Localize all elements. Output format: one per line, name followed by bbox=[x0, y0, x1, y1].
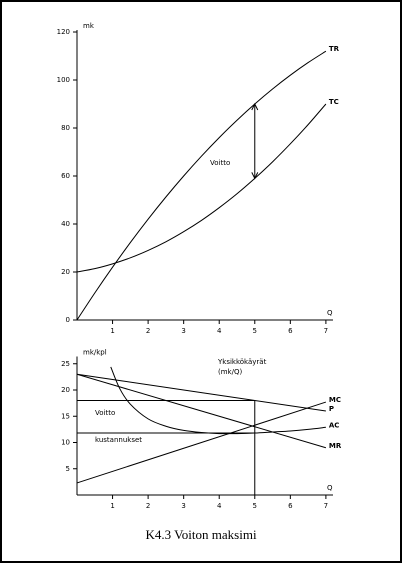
x-axis-label: Q bbox=[327, 309, 333, 317]
x-tick-label: 6 bbox=[288, 327, 293, 335]
y-tick-label: 120 bbox=[57, 28, 70, 36]
series-label: AC bbox=[329, 421, 340, 429]
x-tick-label: 7 bbox=[324, 327, 328, 335]
x-tick-label: 5 bbox=[253, 502, 257, 510]
y-tick-label: 5 bbox=[66, 465, 70, 473]
y-tick-label: 25 bbox=[61, 360, 70, 368]
y-tick-label: 15 bbox=[61, 412, 70, 420]
y-tick-label: 20 bbox=[61, 268, 70, 276]
y-axis-label: mk/kpl bbox=[83, 349, 107, 357]
x-tick-label: 2 bbox=[146, 502, 150, 510]
series-line bbox=[76, 103, 327, 273]
x-tick-label: 1 bbox=[110, 502, 114, 510]
x-tick-label: 7 bbox=[324, 502, 328, 510]
x-tick-label: 6 bbox=[288, 502, 293, 510]
annotation: Voitto bbox=[210, 159, 230, 167]
series-line bbox=[76, 50, 327, 321]
series-line bbox=[76, 401, 327, 484]
series-label: TR bbox=[329, 45, 340, 53]
x-axis-label: Q bbox=[327, 484, 333, 492]
series-label: MR bbox=[329, 442, 342, 450]
x-tick-label: 3 bbox=[181, 502, 185, 510]
annotation: Voitto bbox=[95, 409, 115, 417]
y-tick-label: 60 bbox=[61, 172, 70, 180]
x-tick-label: 3 bbox=[181, 327, 185, 335]
annotation: (mk/Q) bbox=[218, 368, 242, 376]
x-tick-label: 4 bbox=[217, 327, 222, 335]
y-tick-label: 20 bbox=[61, 386, 70, 394]
y-tick-label: 0 bbox=[66, 316, 70, 324]
x-tick-label: 2 bbox=[146, 327, 150, 335]
y-tick-label: 10 bbox=[61, 439, 70, 447]
y-tick-label: 100 bbox=[57, 76, 70, 84]
y-tick-label: 40 bbox=[61, 220, 70, 228]
series-label: P bbox=[329, 405, 334, 413]
annotation: Yksikkökäyrät bbox=[217, 358, 267, 366]
series-label: TC bbox=[329, 98, 339, 106]
x-tick-label: 4 bbox=[217, 502, 222, 510]
series-line bbox=[76, 373, 327, 449]
caption: K4.3 Voiton maksimi bbox=[145, 527, 257, 542]
x-tick-label: 1 bbox=[110, 327, 114, 335]
series-line bbox=[76, 373, 326, 412]
arrow-head bbox=[251, 172, 259, 180]
annotation: kustannukset bbox=[95, 436, 142, 444]
y-axis-label: mk bbox=[83, 22, 95, 30]
x-tick-label: 5 bbox=[253, 327, 257, 335]
y-tick-label: 80 bbox=[61, 124, 70, 132]
arrow-head bbox=[251, 102, 259, 111]
series-label: MC bbox=[329, 396, 341, 404]
